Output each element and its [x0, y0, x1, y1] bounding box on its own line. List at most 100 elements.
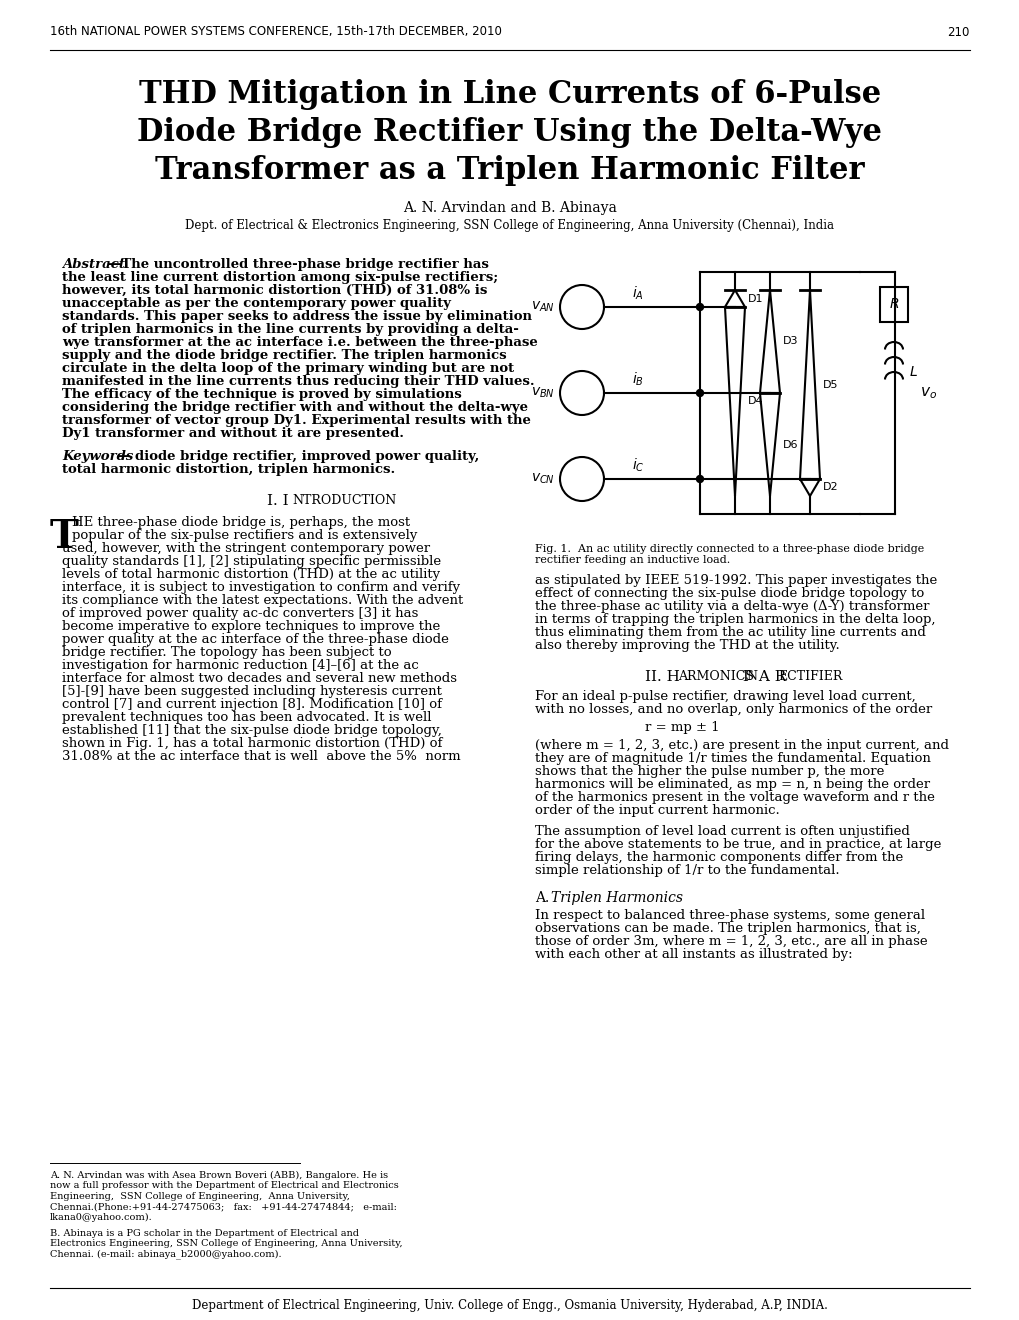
- Text: with no losses, and no overlap, only harmonics of the order: with no losses, and no overlap, only har…: [535, 704, 931, 715]
- Text: L: L: [909, 366, 917, 379]
- Text: power quality at the ac interface of the three-phase diode: power quality at the ac interface of the…: [62, 634, 448, 645]
- Text: ARMONICS: ARMONICS: [678, 671, 753, 682]
- Text: wye transformer at the ac interface i.e. between the three-phase: wye transformer at the ac interface i.e.…: [62, 337, 537, 348]
- Text: considering the bridge rectifier with and without the delta-wye: considering the bridge rectifier with an…: [62, 401, 528, 414]
- Text: $v_{BN}$: $v_{BN}$: [531, 385, 554, 400]
- Circle shape: [696, 389, 703, 396]
- Text: they are of magnitude 1/r times the fundamental. Equation: they are of magnitude 1/r times the fund…: [535, 752, 930, 766]
- Text: ECTIFIER: ECTIFIER: [777, 671, 842, 682]
- Text: also thereby improving the THD at the utility.: also thereby improving the THD at the ut…: [535, 639, 839, 652]
- Text: The assumption of level load current is often unjustified: The assumption of level load current is …: [535, 825, 909, 838]
- Text: A. N. Arvindan was with Asea Brown Boveri (ABB), Bangalore. He is: A. N. Arvindan was with Asea Brown Bover…: [50, 1171, 388, 1180]
- Text: 31.08% at the ac interface that is well  above the 5%  norm: 31.08% at the ac interface that is well …: [62, 750, 461, 763]
- Text: R: R: [889, 297, 898, 312]
- Text: the least line current distortion among six-pulse rectifiers;: the least line current distortion among …: [62, 271, 497, 284]
- Text: I. I: I. I: [267, 494, 288, 508]
- Text: rectifier feeding an inductive load.: rectifier feeding an inductive load.: [535, 554, 730, 565]
- Text: unacceptable as per the contemporary power quality: unacceptable as per the contemporary pow…: [62, 297, 450, 310]
- Text: D4: D4: [747, 396, 763, 407]
- Text: I: I: [738, 671, 748, 684]
- Text: as stipulated by IEEE 519-1992. This paper investigates the: as stipulated by IEEE 519-1992. This pap…: [535, 574, 936, 587]
- Text: harmonics will be eliminated, as mp = n, n being the order: harmonics will be eliminated, as mp = n,…: [535, 777, 929, 791]
- Text: of the harmonics present in the voltage waveform and r the: of the harmonics present in the voltage …: [535, 791, 934, 804]
- Text: for the above statements to be true, and in practice, at large: for the above statements to be true, and…: [535, 838, 941, 851]
- Text: Electronics Engineering, SSN College of Engineering, Anna University,: Electronics Engineering, SSN College of …: [50, 1239, 403, 1247]
- Text: — diode bridge rectifier, improved power quality,: — diode bridge rectifier, improved power…: [117, 450, 479, 463]
- Text: transformer of vector group Dy1. Experimental results with the: transformer of vector group Dy1. Experim…: [62, 414, 530, 426]
- Text: Triplen Harmonics: Triplen Harmonics: [550, 891, 683, 906]
- Text: the three-phase ac utility via a delta-wye (Δ-Y) transformer: the three-phase ac utility via a delta-w…: [535, 601, 928, 612]
- Text: however, its total harmonic distortion (THD) of 31.08% is: however, its total harmonic distortion (…: [62, 284, 487, 297]
- Text: interface for almost two decades and several new methods: interface for almost two decades and sev…: [62, 672, 457, 685]
- Text: prevalent techniques too has been advocated. It is well: prevalent techniques too has been advoca…: [62, 711, 431, 723]
- Text: Diode Bridge Rectifier Using the Delta-Wye: Diode Bridge Rectifier Using the Delta-W…: [138, 117, 881, 149]
- Text: For an ideal p-pulse rectifier, drawing level load current,: For an ideal p-pulse rectifier, drawing …: [535, 690, 915, 704]
- Text: quality standards [1], [2] stipulating specific permissible: quality standards [1], [2] stipulating s…: [62, 554, 440, 568]
- Text: (where m = 1, 2, 3, etc.) are present in the input current, and: (where m = 1, 2, 3, etc.) are present in…: [535, 739, 948, 752]
- Text: order of the input current harmonic.: order of the input current harmonic.: [535, 804, 779, 817]
- Text: $i_B$: $i_B$: [632, 371, 643, 388]
- Text: In respect to balanced three-phase systems, some general: In respect to balanced three-phase syste…: [535, 909, 924, 921]
- Text: Transformer as a Triplen Harmonic Filter: Transformer as a Triplen Harmonic Filter: [155, 156, 864, 186]
- Text: Chennai.(Phone:+91-44-27475063;   fax:   +91-44-27474844;   e-mail:: Chennai.(Phone:+91-44-27475063; fax: +91…: [50, 1203, 396, 1212]
- Text: established [11] that the six-pulse diode bridge topology,: established [11] that the six-pulse diod…: [62, 723, 441, 737]
- Text: 16th NATIONAL POWER SYSTEMS CONFERENCE, 15th-17th DECEMBER, 2010: 16th NATIONAL POWER SYSTEMS CONFERENCE, …: [50, 25, 501, 38]
- Text: Engineering,  SSN College of Engineering,  Anna University,: Engineering, SSN College of Engineering,…: [50, 1192, 350, 1201]
- Text: D5: D5: [822, 380, 838, 389]
- Text: D6: D6: [783, 440, 798, 450]
- Text: in terms of trapping the triplen harmonics in the delta loop,: in terms of trapping the triplen harmoni…: [535, 612, 934, 626]
- Text: lkana0@yahoo.com).: lkana0@yahoo.com).: [50, 1213, 153, 1222]
- Text: A R: A R: [753, 671, 786, 684]
- Text: firing delays, the harmonic components differ from the: firing delays, the harmonic components d…: [535, 851, 903, 865]
- Text: Dept. of Electrical & Electronics Engineering, SSN College of Engineering, Anna : Dept. of Electrical & Electronics Engine…: [185, 219, 834, 232]
- Text: N: N: [745, 671, 756, 682]
- Text: shown in Fig. 1, has a total harmonic distortion (THD) of: shown in Fig. 1, has a total harmonic di…: [62, 737, 442, 750]
- Text: A.: A.: [535, 891, 548, 906]
- Text: The efficacy of the technique is proved by simulations: The efficacy of the technique is proved …: [62, 388, 462, 401]
- Text: $v_{CN}$: $v_{CN}$: [531, 471, 554, 486]
- Text: Dy1 transformer and without it are presented.: Dy1 transformer and without it are prese…: [62, 426, 404, 440]
- Text: Department of Electrical Engineering, Univ. College of Engg., Osmania University: Department of Electrical Engineering, Un…: [192, 1299, 827, 1312]
- Text: Chennai. (e-mail: abinaya_b2000@yahoo.com).: Chennai. (e-mail: abinaya_b2000@yahoo.co…: [50, 1250, 281, 1259]
- Text: effect of connecting the six-pulse diode bridge topology to: effect of connecting the six-pulse diode…: [535, 587, 923, 601]
- Text: its compliance with the latest expectations. With the advent: its compliance with the latest expectati…: [62, 594, 463, 607]
- Text: circulate in the delta loop of the primary winding but are not: circulate in the delta loop of the prima…: [62, 362, 514, 375]
- Text: of triplen harmonics in the line currents by providing a delta-: of triplen harmonics in the line current…: [62, 323, 519, 337]
- Text: investigation for harmonic reduction [4]–[6] at the ac: investigation for harmonic reduction [4]…: [62, 659, 419, 672]
- Text: NTRODUCTION: NTRODUCTION: [291, 494, 395, 507]
- Text: thus eliminating them from the ac utility line currents and: thus eliminating them from the ac utilit…: [535, 626, 925, 639]
- Text: T: T: [50, 517, 78, 556]
- Text: supply and the diode bridge rectifier. The triplen harmonics: supply and the diode bridge rectifier. T…: [62, 348, 506, 362]
- Text: B. Abinaya is a PG scholar in the Department of Electrical and: B. Abinaya is a PG scholar in the Depart…: [50, 1229, 359, 1238]
- Text: Keywords: Keywords: [62, 450, 133, 463]
- Text: II. H: II. H: [644, 671, 680, 684]
- Text: observations can be made. The triplen harmonics, that is,: observations can be made. The triplen ha…: [535, 921, 920, 935]
- Text: bridge rectifier. The topology has been subject to: bridge rectifier. The topology has been …: [62, 645, 391, 659]
- Text: total harmonic distortion, triplen harmonics.: total harmonic distortion, triplen harmo…: [62, 463, 395, 477]
- Text: shows that the higher the pulse number p, the more: shows that the higher the pulse number p…: [535, 766, 883, 777]
- Text: $v_o$: $v_o$: [919, 385, 936, 401]
- Text: manifested in the line currents thus reducing their THD values.: manifested in the line currents thus red…: [62, 375, 534, 388]
- Text: —The uncontrolled three-phase bridge rectifier has: —The uncontrolled three-phase bridge rec…: [108, 257, 488, 271]
- Text: THD Mitigation in Line Currents of 6-Pulse: THD Mitigation in Line Currents of 6-Pul…: [139, 79, 880, 111]
- Text: [5]-[9] have been suggested including hysteresis current: [5]-[9] have been suggested including hy…: [62, 685, 441, 698]
- Text: standards. This paper seeks to address the issue by elimination: standards. This paper seeks to address t…: [62, 310, 532, 323]
- Text: HE three-phase diode bridge is, perhaps, the most: HE three-phase diode bridge is, perhaps,…: [72, 516, 410, 529]
- Text: $v_{AN}$: $v_{AN}$: [531, 300, 554, 314]
- Text: control [7] and current injection [8]. Modification [10] of: control [7] and current injection [8]. M…: [62, 698, 441, 711]
- Text: simple relationship of 1/r to the fundamental.: simple relationship of 1/r to the fundam…: [535, 865, 839, 876]
- Text: popular of the six-pulse rectifiers and is extensively: popular of the six-pulse rectifiers and …: [72, 529, 417, 543]
- Bar: [879, 286, 907, 322]
- Text: Abstract: Abstract: [62, 257, 125, 271]
- Text: D1: D1: [747, 293, 763, 304]
- Text: now a full professor with the Department of Electrical and Electronics: now a full professor with the Department…: [50, 1181, 398, 1191]
- Text: used, however, with the stringent contemporary power: used, however, with the stringent contem…: [62, 543, 430, 554]
- Text: Fig. 1.  An ac utility directly connected to a three-phase diode bridge: Fig. 1. An ac utility directly connected…: [535, 544, 923, 554]
- Text: D2: D2: [822, 483, 838, 492]
- Text: levels of total harmonic distortion (THD) at the ac utility: levels of total harmonic distortion (THD…: [62, 568, 439, 581]
- Text: $i_C$: $i_C$: [632, 457, 644, 474]
- Text: of improved power quality ac-dc converters [3] it has: of improved power quality ac-dc converte…: [62, 607, 418, 620]
- Text: D3: D3: [783, 337, 798, 346]
- Text: $i_A$: $i_A$: [632, 284, 643, 302]
- Text: interface, it is subject to investigation to confirm and verify: interface, it is subject to investigatio…: [62, 581, 460, 594]
